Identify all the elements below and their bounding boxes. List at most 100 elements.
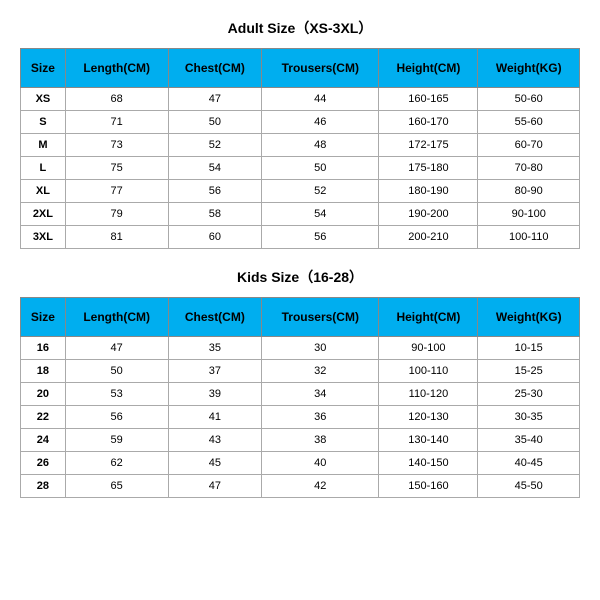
cell: 3XL — [21, 226, 66, 249]
cell: 56 — [168, 180, 262, 203]
cell: 50 — [168, 111, 262, 134]
kids-tbody: 1647353090-10010-15 18503732100-11015-25… — [21, 337, 580, 498]
cell: 35 — [168, 337, 262, 360]
cell: S — [21, 111, 66, 134]
kids-header-row: Size Length(CM) Chest(CM) Trousers(CM) H… — [21, 298, 580, 337]
cell: 50 — [262, 157, 379, 180]
adult-col-trousers: Trousers(CM) — [262, 49, 379, 88]
kids-col-height: Height(CM) — [379, 298, 478, 337]
cell: 38 — [262, 429, 379, 452]
table-row: 3XL816056200-210100-110 — [21, 226, 580, 249]
cell: 75 — [65, 157, 168, 180]
cell: 47 — [65, 337, 168, 360]
cell: 25-30 — [478, 383, 580, 406]
cell: 130-140 — [379, 429, 478, 452]
cell: 47 — [168, 475, 262, 498]
adult-tbody: XS684744160-16550-60 S715046160-17055-60… — [21, 88, 580, 249]
adult-col-chest: Chest(CM) — [168, 49, 262, 88]
kids-col-length: Length(CM) — [65, 298, 168, 337]
cell: 175-180 — [379, 157, 478, 180]
cell: 56 — [65, 406, 168, 429]
cell: 73 — [65, 134, 168, 157]
cell: 70-80 — [478, 157, 580, 180]
cell: 80-90 — [478, 180, 580, 203]
cell: 36 — [262, 406, 379, 429]
cell: 48 — [262, 134, 379, 157]
cell: 71 — [65, 111, 168, 134]
cell: 190-200 — [379, 203, 478, 226]
cell: 46 — [262, 111, 379, 134]
table-row: 22564136120-13030-35 — [21, 406, 580, 429]
cell: 43 — [168, 429, 262, 452]
cell: 15-25 — [478, 360, 580, 383]
cell: 10-15 — [478, 337, 580, 360]
cell: 39 — [168, 383, 262, 406]
cell: 45 — [168, 452, 262, 475]
cell: 150-160 — [379, 475, 478, 498]
cell: 140-150 — [379, 452, 478, 475]
table-row: 28654742150-16045-50 — [21, 475, 580, 498]
cell: 79 — [65, 203, 168, 226]
table-row: M735248172-17560-70 — [21, 134, 580, 157]
cell: 40 — [262, 452, 379, 475]
adult-col-height: Height(CM) — [379, 49, 478, 88]
cell: 18 — [21, 360, 66, 383]
adult-col-size: Size — [21, 49, 66, 88]
adult-header-row: Size Length(CM) Chest(CM) Trousers(CM) H… — [21, 49, 580, 88]
table-row: 1647353090-10010-15 — [21, 337, 580, 360]
kids-col-size: Size — [21, 298, 66, 337]
cell: 16 — [21, 337, 66, 360]
cell: XL — [21, 180, 66, 203]
table-row: 18503732100-11015-25 — [21, 360, 580, 383]
cell: 26 — [21, 452, 66, 475]
table-row: 20533934110-12025-30 — [21, 383, 580, 406]
cell: 42 — [262, 475, 379, 498]
cell: 200-210 — [379, 226, 478, 249]
cell: 54 — [168, 157, 262, 180]
kids-size-table: Size Length(CM) Chest(CM) Trousers(CM) H… — [20, 297, 580, 498]
cell: 60 — [168, 226, 262, 249]
adult-col-length: Length(CM) — [65, 49, 168, 88]
cell: 65 — [65, 475, 168, 498]
kids-section-title: Kids Size（16-28） — [237, 267, 363, 287]
cell: 68 — [65, 88, 168, 111]
cell: 56 — [262, 226, 379, 249]
cell: XS — [21, 88, 66, 111]
kids-col-chest: Chest(CM) — [168, 298, 262, 337]
cell: 45-50 — [478, 475, 580, 498]
cell: 180-190 — [379, 180, 478, 203]
table-row: S715046160-17055-60 — [21, 111, 580, 134]
cell: 20 — [21, 383, 66, 406]
cell: 53 — [65, 383, 168, 406]
cell: 50 — [65, 360, 168, 383]
cell: 60-70 — [478, 134, 580, 157]
kids-col-trousers: Trousers(CM) — [262, 298, 379, 337]
cell: M — [21, 134, 66, 157]
cell: 160-165 — [379, 88, 478, 111]
cell: 90-100 — [379, 337, 478, 360]
table-row: XS684744160-16550-60 — [21, 88, 580, 111]
cell: 100-110 — [379, 360, 478, 383]
adult-section-title: Adult Size（XS-3XL） — [228, 18, 373, 38]
cell: 28 — [21, 475, 66, 498]
cell: 24 — [21, 429, 66, 452]
adult-col-weight: Weight(KG) — [478, 49, 580, 88]
table-row: XL775652180-19080-90 — [21, 180, 580, 203]
cell: 41 — [168, 406, 262, 429]
cell: 52 — [262, 180, 379, 203]
cell: 22 — [21, 406, 66, 429]
cell: 120-130 — [379, 406, 478, 429]
cell: 47 — [168, 88, 262, 111]
cell: 81 — [65, 226, 168, 249]
cell: 172-175 — [379, 134, 478, 157]
cell: 77 — [65, 180, 168, 203]
cell: 37 — [168, 360, 262, 383]
cell: 59 — [65, 429, 168, 452]
kids-col-weight: Weight(KG) — [478, 298, 580, 337]
cell: 34 — [262, 383, 379, 406]
table-row: 2XL795854190-20090-100 — [21, 203, 580, 226]
table-row: L755450175-18070-80 — [21, 157, 580, 180]
cell: 52 — [168, 134, 262, 157]
cell: 30-35 — [478, 406, 580, 429]
adult-size-table: Size Length(CM) Chest(CM) Trousers(CM) H… — [20, 48, 580, 249]
